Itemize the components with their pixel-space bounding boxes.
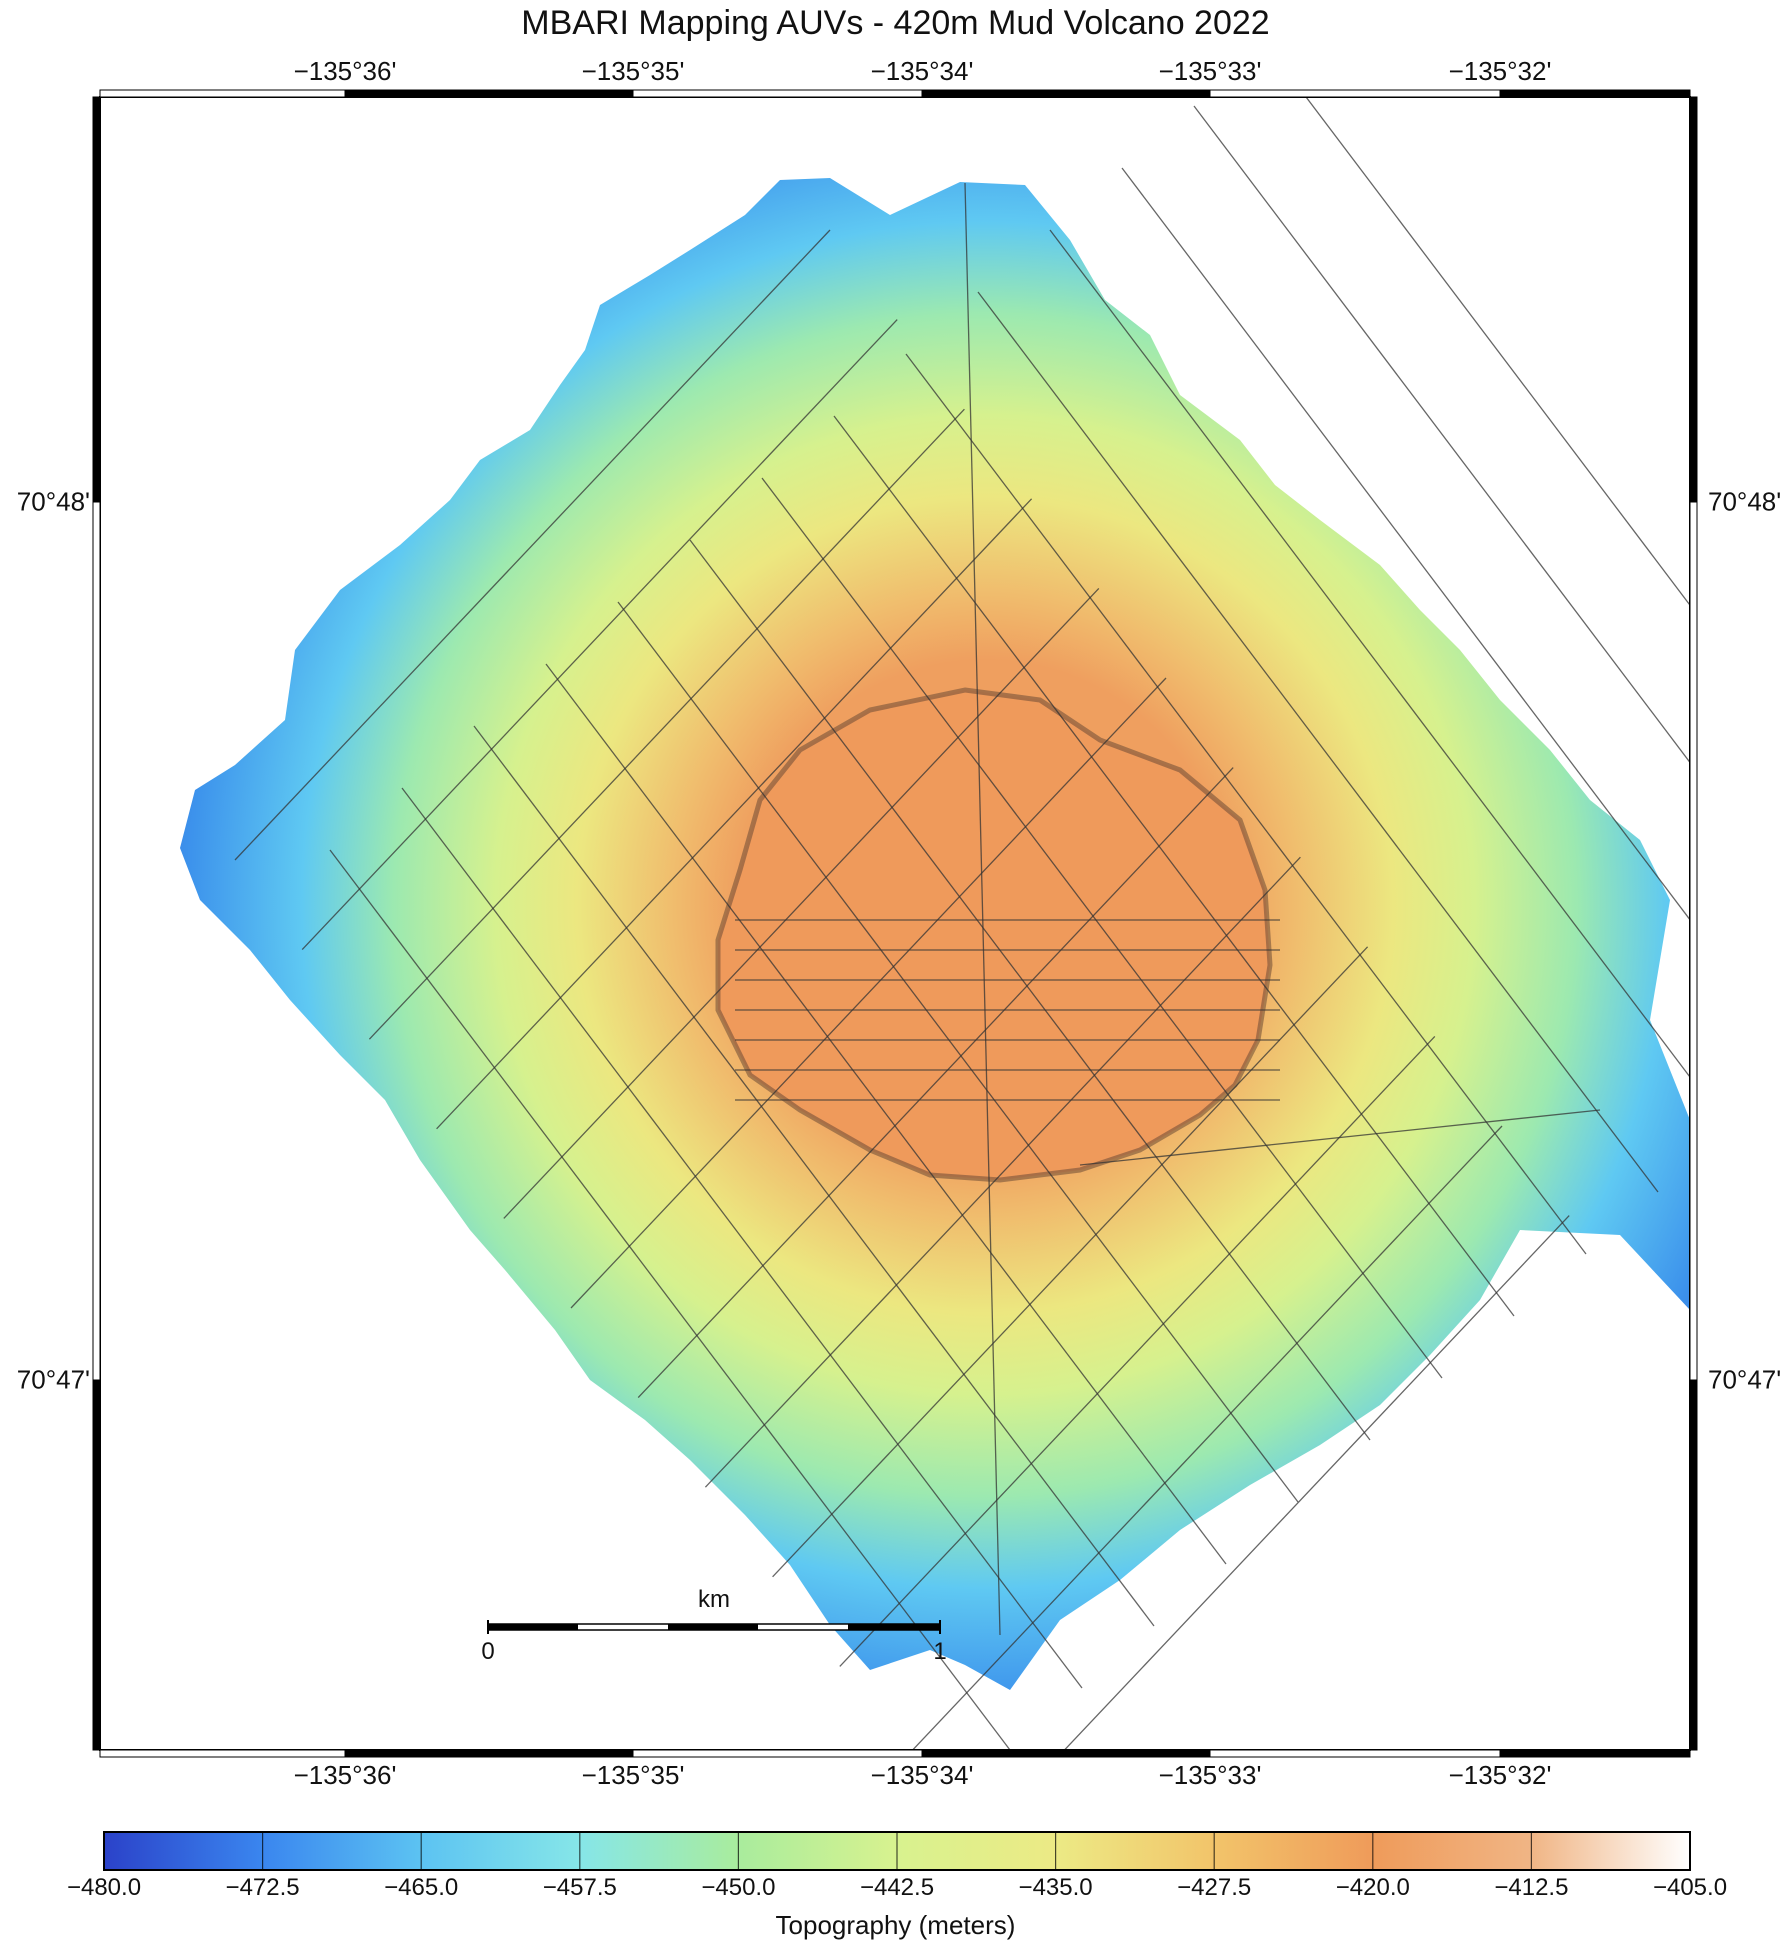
lon-label-top: −135°35': [581, 56, 685, 86]
colorbar-tick-label: −435.0: [1018, 1874, 1093, 1901]
scale-bar: [487, 1620, 941, 1634]
colorbar-tick-label: −450.0: [701, 1874, 776, 1901]
colorbar-tick-label: −480.0: [66, 1874, 142, 1901]
lat-label-right: 70°47': [1708, 1364, 1782, 1395]
lon-label-bottom: −135°32': [1448, 1760, 1552, 1790]
colorbar-tick-label: −405.0: [1652, 1874, 1728, 1901]
lon-label-bottom: −135°34': [870, 1760, 974, 1790]
colorbar-tick-label: −412.5: [1494, 1874, 1569, 1901]
map-title: MBARI Mapping AUVs - 420m Mud Volcano 20…: [521, 4, 1270, 42]
lon-label-top: −135°33': [1158, 56, 1262, 86]
lat-label-left: 70°48': [16, 486, 90, 517]
colorbar-tick-label: −457.5: [542, 1874, 617, 1901]
lon-label-top: −135°36': [293, 56, 397, 86]
lon-label-bottom: −135°36': [293, 1760, 397, 1790]
colorbar-title: Topography (meters): [775, 1910, 1016, 1940]
map-border-scale: [92, 89, 1698, 1758]
lon-label-top: −135°32': [1448, 56, 1552, 86]
lat-label-right: 70°48': [1708, 486, 1782, 517]
scale-bar-start: 0: [481, 1638, 495, 1665]
colorbar-tick-label: −465.0: [384, 1874, 459, 1901]
lon-label-top: −135°34': [870, 56, 974, 86]
colorbar-tick-label: −420.0: [1335, 1874, 1410, 1901]
mud-volcano-summit: [715, 687, 1273, 1183]
colorbar-tick-label: −472.5: [225, 1874, 300, 1901]
scale-bar-unit: km: [698, 1586, 730, 1613]
colorbar-tick-label: −442.5: [859, 1874, 935, 1901]
lon-label-bottom: −135°33': [1158, 1760, 1262, 1790]
auv-track-lines: [234, 97, 1690, 1750]
colorbar-tick-label: −427.5: [1177, 1874, 1252, 1901]
scale-bar-end: 1: [933, 1638, 947, 1665]
lat-label-left: 70°47': [16, 1364, 90, 1395]
lon-label-bottom: −135°35': [581, 1760, 685, 1790]
colorbar-ticks: [103, 1832, 1691, 1870]
